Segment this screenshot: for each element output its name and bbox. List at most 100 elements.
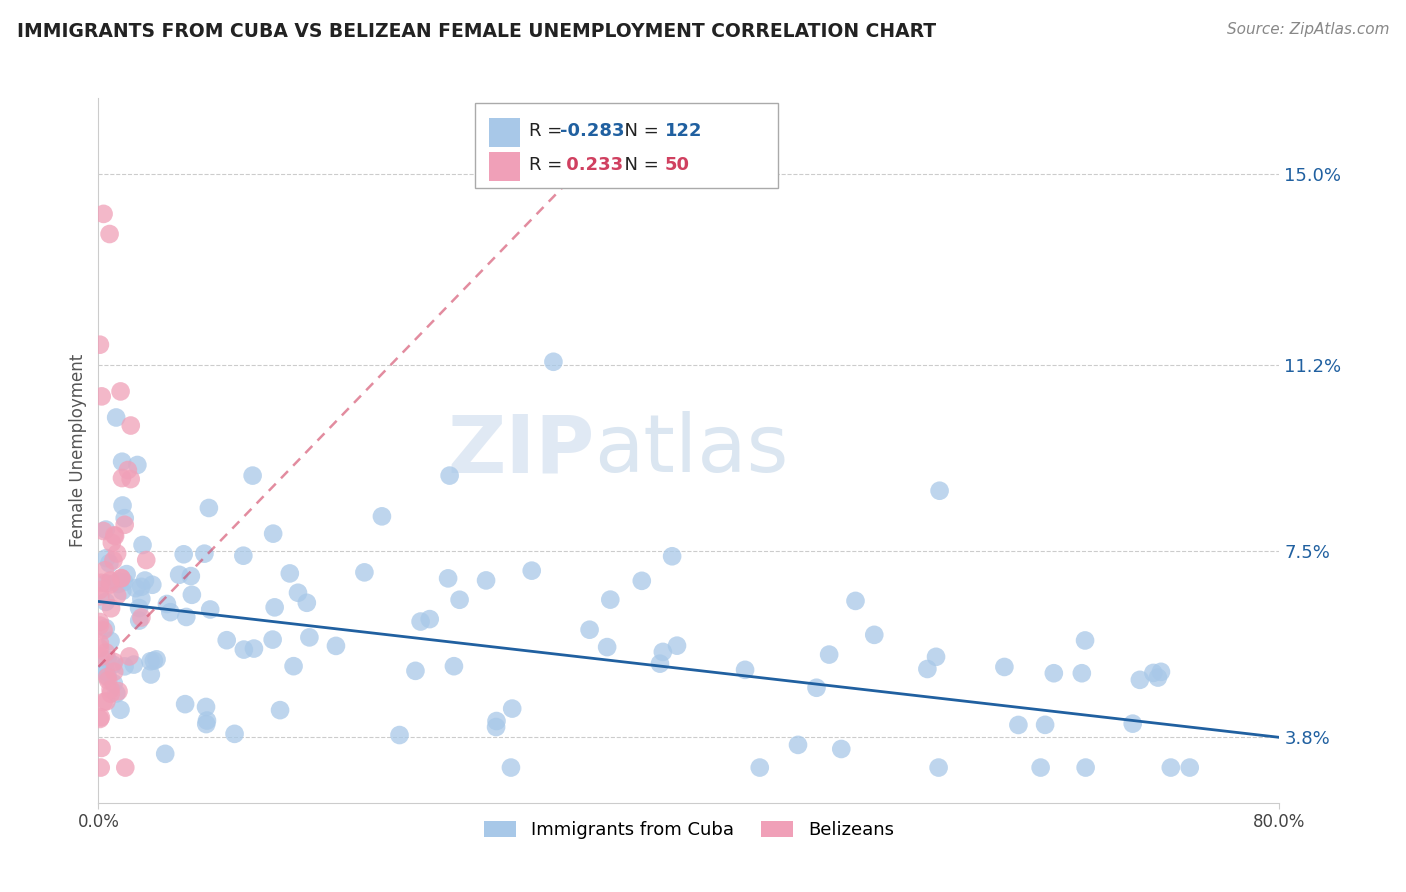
Point — [93, 624, 115, 638]
Point — [94, 595, 117, 609]
Point — [1074, 760, 1097, 774]
Point — [1033, 718, 1056, 732]
Point — [97, 673, 120, 688]
Point — [107, 684, 129, 698]
Point — [131, 591, 153, 606]
Point — [174, 697, 197, 711]
Point — [180, 569, 202, 583]
Point — [155, 747, 177, 761]
Point — [90, 710, 112, 724]
Point — [114, 760, 136, 774]
Point — [787, 738, 810, 752]
Point — [114, 659, 136, 673]
Point — [96, 551, 118, 566]
Point — [94, 645, 117, 659]
Point — [1178, 760, 1201, 774]
Point — [90, 575, 112, 590]
Point — [139, 654, 162, 668]
Point — [475, 574, 498, 588]
Point — [806, 681, 828, 695]
Point — [141, 578, 163, 592]
Legend: Immigrants from Cuba, Belizeans: Immigrants from Cuba, Belizeans — [477, 814, 901, 847]
Point — [103, 665, 125, 679]
Point — [993, 660, 1015, 674]
Point — [283, 659, 305, 673]
Point — [917, 662, 939, 676]
Point — [103, 676, 125, 690]
Point — [131, 538, 153, 552]
Text: -0.283: -0.283 — [560, 122, 624, 140]
Point — [734, 663, 756, 677]
Point — [844, 594, 866, 608]
Text: R =: R = — [529, 156, 568, 174]
Point — [107, 577, 129, 591]
Point — [100, 687, 122, 701]
Point — [925, 649, 948, 664]
Point — [101, 536, 124, 550]
Point — [180, 588, 202, 602]
Point — [94, 563, 117, 577]
Point — [91, 524, 114, 538]
Point — [443, 659, 465, 673]
Point — [499, 760, 522, 774]
Point — [105, 410, 128, 425]
Text: ZIP: ZIP — [447, 411, 595, 490]
Point — [543, 355, 565, 369]
Point — [134, 574, 156, 588]
Point — [96, 652, 118, 666]
Point — [117, 463, 139, 477]
Point — [100, 601, 122, 615]
Point — [104, 529, 127, 543]
Point — [145, 652, 167, 666]
Point — [1142, 665, 1164, 680]
Point — [748, 760, 770, 774]
Point — [107, 574, 129, 589]
Text: 0.233: 0.233 — [560, 156, 623, 174]
Point — [1074, 633, 1097, 648]
Point — [1070, 666, 1092, 681]
Point — [93, 695, 115, 709]
Point — [1147, 671, 1170, 685]
Point — [520, 564, 543, 578]
Point — [122, 657, 145, 672]
Point — [1129, 673, 1152, 687]
Point — [98, 577, 121, 591]
Point — [1122, 716, 1144, 731]
Point — [1160, 760, 1182, 774]
Point — [449, 592, 471, 607]
Point — [111, 455, 134, 469]
Point — [110, 384, 132, 399]
Point — [89, 636, 111, 650]
Point — [648, 657, 671, 671]
Point — [1029, 760, 1052, 774]
Point — [105, 546, 128, 560]
Point — [232, 549, 254, 563]
Point — [928, 760, 950, 774]
Point — [127, 458, 149, 472]
Point — [159, 605, 181, 619]
Point — [263, 600, 285, 615]
Point — [90, 649, 112, 664]
Point — [325, 639, 347, 653]
Point — [131, 610, 153, 624]
Point — [97, 669, 120, 683]
Point — [96, 694, 118, 708]
Point — [103, 553, 125, 567]
Point — [651, 645, 673, 659]
Text: R =: R = — [529, 122, 568, 140]
Point — [224, 727, 246, 741]
Point — [101, 657, 124, 672]
Text: N =: N = — [613, 156, 665, 174]
Point — [167, 567, 190, 582]
Point — [120, 418, 142, 433]
Point — [94, 576, 117, 591]
Point — [105, 686, 128, 700]
Point — [118, 649, 141, 664]
Point — [666, 639, 689, 653]
Point — [295, 596, 318, 610]
Point — [111, 471, 134, 485]
Point — [96, 670, 118, 684]
Point — [112, 574, 135, 589]
Point — [129, 580, 152, 594]
Point — [863, 628, 886, 642]
